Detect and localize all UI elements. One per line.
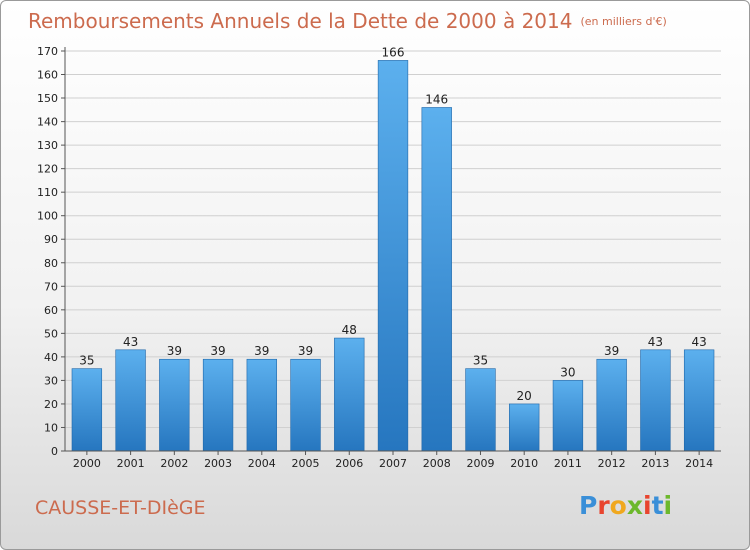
bar (640, 349, 671, 452)
data-label: 39 (167, 344, 182, 358)
bar (334, 337, 365, 452)
y-tick-label: 40 (44, 351, 58, 364)
data-label: 146 (425, 92, 448, 106)
bar (377, 60, 409, 452)
chart-title-text: Remboursements Annuels de la Dette de 20… (28, 9, 573, 33)
x-tick-label: 2006 (335, 457, 363, 470)
x-tick-label: 2004 (248, 457, 276, 470)
x-tick-label: 2009 (466, 457, 494, 470)
x-tick-label: 2003 (204, 457, 232, 470)
y-tick-label: 130 (37, 139, 58, 152)
logo-letter: i (663, 491, 673, 520)
y-tick-label: 20 (44, 398, 58, 411)
bar (509, 403, 540, 452)
bar (115, 349, 146, 452)
y-tick-label: 0 (51, 445, 58, 458)
bar (683, 349, 715, 452)
data-label: 20 (517, 389, 532, 403)
x-tick-label: 2002 (160, 457, 188, 470)
y-tick-label: 140 (37, 116, 58, 129)
logo-letter: r (597, 491, 610, 520)
data-label: 43 (123, 335, 138, 349)
data-label: 35 (473, 354, 488, 368)
x-tick-label: 2005 (292, 457, 320, 470)
x-tick-label: 2014 (685, 457, 713, 470)
x-axis-ticks: 2000 2001 2002 2003 2004 2005 2006 2007 2008 2009… (73, 451, 713, 470)
data-label: 35 (79, 354, 94, 368)
data-label: 39 (254, 344, 269, 358)
y-tick-label: 110 (37, 186, 58, 199)
y-axis-ticks: 0 10 20 30 40 50 60 70 80 90 100 110 120 130 140 150 160… (37, 45, 65, 458)
y-tick-label: 90 (44, 233, 58, 246)
x-tick-label: 2007 (379, 457, 407, 470)
y-tick-label: 30 (44, 374, 58, 387)
y-tick-label: 60 (44, 304, 58, 317)
data-labels: 35 43 39 39 39 39 48 166 146 35 20 30 39 43 43 (79, 45, 707, 403)
commune-name: CAUSSE-ET-DIèGE (35, 497, 206, 519)
data-label: 30 (560, 365, 575, 379)
logo-letter: P (579, 491, 598, 520)
data-label: 39 (210, 344, 225, 358)
y-tick-label: 70 (44, 280, 58, 293)
bar (596, 358, 627, 452)
x-tick-label: 2012 (598, 457, 626, 470)
x-tick-label: 2011 (554, 457, 582, 470)
proxiti-logo: Proxiti (579, 491, 672, 520)
y-tick-label: 160 (37, 69, 58, 82)
data-label: 166 (382, 45, 405, 59)
y-tick-label: 10 (44, 421, 58, 434)
data-label: 39 (298, 344, 313, 358)
logo-letter: t (651, 491, 664, 520)
data-label: 48 (342, 323, 357, 337)
x-tick-label: 2013 (641, 457, 669, 470)
bar (202, 358, 234, 452)
logo-letter: o (609, 491, 627, 520)
data-label: 43 (691, 335, 706, 349)
bar (552, 380, 584, 452)
data-label: 39 (604, 344, 619, 358)
y-tick-label: 100 (37, 210, 58, 223)
data-label: 43 (648, 335, 663, 349)
x-tick-label: 2010 (510, 457, 538, 470)
bar (159, 358, 190, 452)
chart-unit: (en milliers d'€) (580, 15, 667, 28)
bars (71, 60, 715, 452)
y-tick-label: 50 (44, 327, 58, 340)
logo-letter: x (626, 491, 643, 520)
bar (465, 368, 496, 452)
x-tick-label: 2000 (73, 457, 101, 470)
bar (71, 368, 103, 452)
y-tick-label: 150 (37, 92, 58, 105)
bar (290, 358, 321, 452)
y-tick-label: 80 (44, 257, 58, 270)
y-tick-label: 120 (37, 163, 58, 176)
bar (246, 358, 277, 452)
chart-title: Remboursements Annuels de la Dette de 20… (28, 9, 667, 33)
logo-letter: i (643, 491, 652, 520)
bar (421, 107, 452, 452)
x-tick-label: 2008 (423, 457, 451, 470)
x-tick-label: 2001 (117, 457, 145, 470)
y-tick-label: 170 (37, 45, 58, 58)
